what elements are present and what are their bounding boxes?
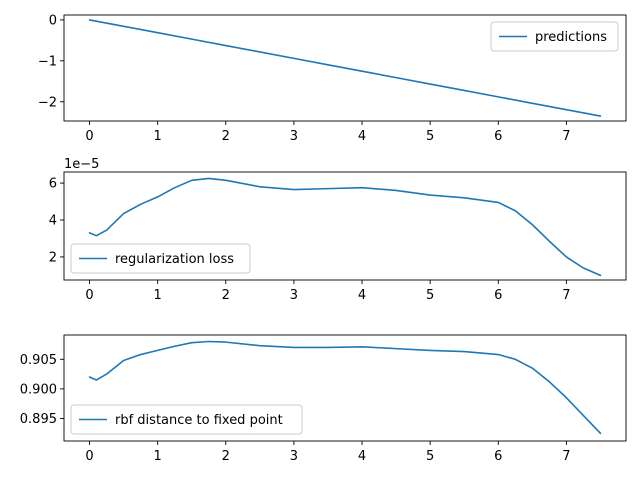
x-tick-label: 2 [222,129,230,144]
x-tick-label: 1 [154,129,162,144]
y-tick-label: 0 [49,13,57,28]
y-tick-label: 0.900 [20,382,57,397]
x-tick-label: 5 [426,129,434,144]
y-offset-label: 1e−5 [64,157,99,172]
x-tick-label: 5 [426,288,434,303]
x-tick-label: 3 [290,449,298,464]
axes-frame-3 [63,334,627,442]
subplot-3: 0 1 2 3 4 5 6 7 0.895 0.900 0.905 rbf distance to f… [20,334,627,464]
series-line-2-1 [88,177,602,277]
y-tick-label: 0.905 [20,353,57,368]
x-tick-label: 0 [85,288,93,303]
series-line-3-1 [88,340,602,435]
subplots: 0 1 2 3 4 5 6 7 0 −1 −2 predictions 0 1 2 3 4 5 6 7 2 4 6 1e−5 r… [20,13,627,464]
series-line-1-1 [88,19,602,117]
legend-box [70,243,251,274]
legend-label: predictions [535,30,607,45]
y-tick-label: 4 [49,214,57,229]
subplot-1: 0 1 2 3 4 5 6 7 0 −1 −2 predictions [38,13,627,144]
y-tick-label: −2 [38,95,57,110]
x-tick-label: 6 [494,129,502,144]
x-tick-label: 0 [85,449,93,464]
subplot-2: 0 1 2 3 4 5 6 7 2 4 6 1e−5 regularization loss [49,157,627,303]
x-tick-label: 2 [222,288,230,303]
axes-frame-2 [63,171,627,281]
x-tick-label: 4 [358,129,366,144]
x-tick-label: 6 [494,288,502,303]
x-tick-label: 0 [85,129,93,144]
legend-3: rbf distance to fixed point [70,404,303,435]
x-tick-label: 2 [222,449,230,464]
x-tick-label: 4 [358,288,366,303]
y-tick-label: 2 [49,250,57,265]
x-tick-label: 6 [494,449,502,464]
legend-box [70,404,303,435]
x-tick-label: 4 [358,449,366,464]
y-tick-label: −1 [38,54,57,69]
x-tick-label: 5 [426,449,434,464]
legend-label: rbf distance to fixed point [115,413,283,428]
y-tick-label: 6 [49,177,57,192]
legend-2: regularization loss [70,243,251,274]
x-tick-label: 7 [562,449,570,464]
x-tick-label: 3 [290,288,298,303]
legend-1: predictions [490,21,619,52]
legend-box [490,21,619,52]
x-tick-label: 1 [154,449,162,464]
y-tick-label: 0.895 [20,412,57,427]
x-tick-label: 7 [562,288,570,303]
axes-frame-1 [63,14,627,122]
x-tick-label: 3 [290,129,298,144]
x-tick-label: 7 [562,129,570,144]
legend-label: regularization loss [115,252,234,267]
x-tick-label: 1 [154,288,162,303]
